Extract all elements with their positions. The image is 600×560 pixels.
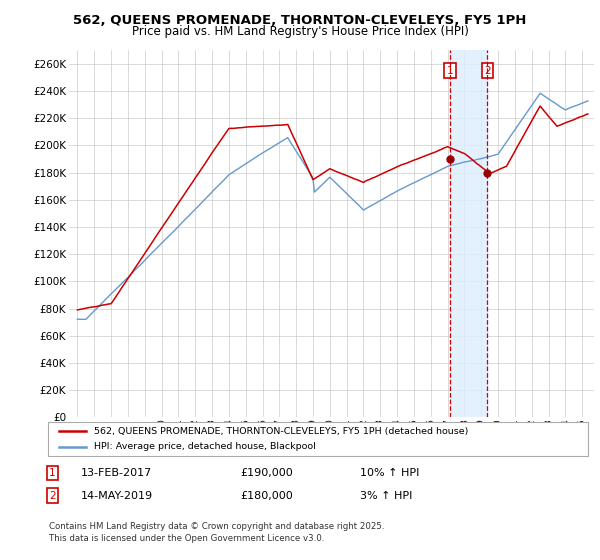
Text: 3% ↑ HPI: 3% ↑ HPI xyxy=(360,491,412,501)
Text: 562, QUEENS PROMENADE, THORNTON-CLEVELEYS, FY5 1PH: 562, QUEENS PROMENADE, THORNTON-CLEVELEY… xyxy=(73,14,527,27)
Bar xyxy=(449,50,487,417)
Text: 2: 2 xyxy=(484,66,491,76)
FancyBboxPatch shape xyxy=(48,422,588,456)
Text: 13-FEB-2017: 13-FEB-2017 xyxy=(81,468,152,478)
Text: 2: 2 xyxy=(49,491,56,501)
Text: 1: 1 xyxy=(49,468,56,478)
Text: 562, QUEENS PROMENADE, THORNTON-CLEVELEYS, FY5 1PH (detached house): 562, QUEENS PROMENADE, THORNTON-CLEVELEY… xyxy=(94,427,468,436)
Text: HPI: Average price, detached house, Blackpool: HPI: Average price, detached house, Blac… xyxy=(94,442,316,451)
Text: 1: 1 xyxy=(446,66,453,76)
Text: £190,000: £190,000 xyxy=(240,468,293,478)
Text: 14-MAY-2019: 14-MAY-2019 xyxy=(81,491,153,501)
Text: 10% ↑ HPI: 10% ↑ HPI xyxy=(360,468,419,478)
Text: Contains HM Land Registry data © Crown copyright and database right 2025.
This d: Contains HM Land Registry data © Crown c… xyxy=(49,522,385,543)
Text: Price paid vs. HM Land Registry's House Price Index (HPI): Price paid vs. HM Land Registry's House … xyxy=(131,25,469,38)
Text: £180,000: £180,000 xyxy=(240,491,293,501)
